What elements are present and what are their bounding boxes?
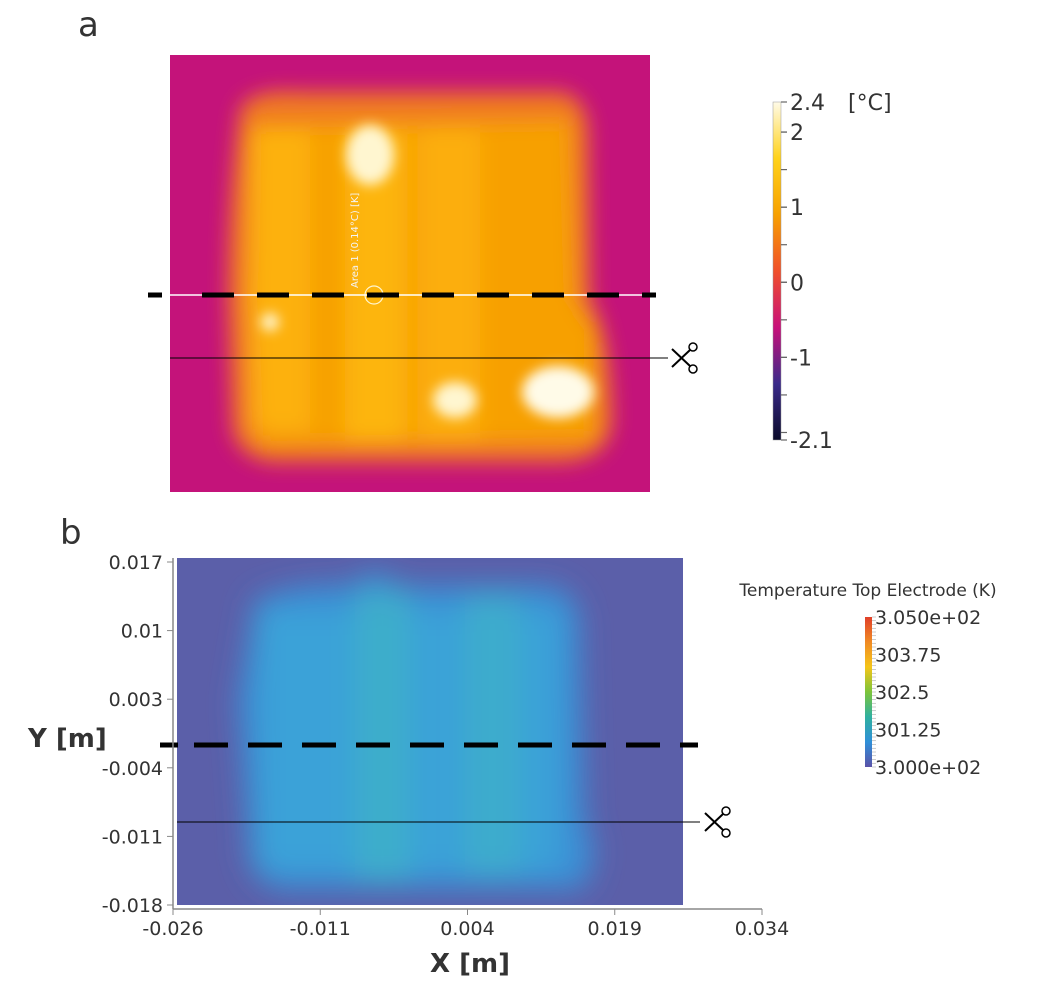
- y-tick-label: -0.004: [102, 758, 163, 780]
- thermal-image: Area 1 (0.14°C) [K]: [170, 55, 650, 492]
- scissors-icon: [704, 806, 731, 838]
- y-tick-label: 0.017: [109, 552, 163, 574]
- x-tick-label: -0.011: [290, 918, 351, 940]
- x-tick-label: 0.019: [588, 918, 642, 940]
- colorbar-a-tick-label: -2.1: [790, 429, 833, 454]
- colorbar-a-tick-label: 2.4: [790, 91, 825, 116]
- colorbar-b-tick-label: 302.5: [875, 682, 929, 704]
- colorbar-b-tick-label: 301.25: [875, 720, 941, 742]
- x-tick-label: 0.034: [735, 918, 789, 940]
- colorbar-a-tick-label: 0: [790, 271, 804, 296]
- colorbar-a-tick-label: 2: [790, 121, 804, 146]
- colorbar-b-tick-label: 3.000e+02: [875, 757, 981, 779]
- x-tick-label: -0.026: [142, 918, 203, 940]
- colorbar-a-tick-label: 1: [790, 196, 804, 221]
- panel-label-b: b: [60, 513, 82, 553]
- colorbar-b-gradient: [865, 617, 872, 767]
- thermal-warm-region: [228, 91, 612, 462]
- colorbar-b-tick-label: 3.050e+02: [875, 607, 981, 629]
- colorbar-a: 2.4 2 1 0 -1 -2.1 [°C]: [772, 91, 892, 454]
- y-tick-label: 0.003: [109, 689, 163, 711]
- sim-warm-region: [238, 572, 594, 890]
- thermal-hotspots: [261, 125, 594, 418]
- panel-label-a: a: [78, 5, 99, 45]
- colorbar-a-gradient: [772, 101, 782, 441]
- scissors-icon: [671, 342, 698, 374]
- colorbar-b-tick-label: 303.75: [875, 645, 941, 667]
- x-tick-label: 0.004: [440, 918, 494, 940]
- y-tick-label: -0.011: [102, 826, 163, 848]
- colorbar-a-tick-label: -1: [790, 346, 812, 371]
- y-tick-label: 0.01: [121, 621, 163, 643]
- axes-b: -0.026 -0.011 0.004 0.019 0.034 0.017 0.01 0.00…: [102, 552, 789, 940]
- simulation-image: [177, 558, 683, 905]
- x-axis-title: X [m]: [430, 949, 510, 979]
- y-axis-title: Y [m]: [27, 724, 107, 754]
- colorbar-b: 3.050e+02 303.75 302.5 301.25 3.000e+02: [865, 607, 981, 779]
- colorbar-a-unit: [°C]: [848, 91, 892, 116]
- y-tick-label: -0.018: [102, 895, 163, 917]
- colorbar-b-title: Temperature Top Electrode (K): [738, 581, 996, 601]
- area-annotation: Area 1 (0.14°C) [K]: [350, 193, 361, 288]
